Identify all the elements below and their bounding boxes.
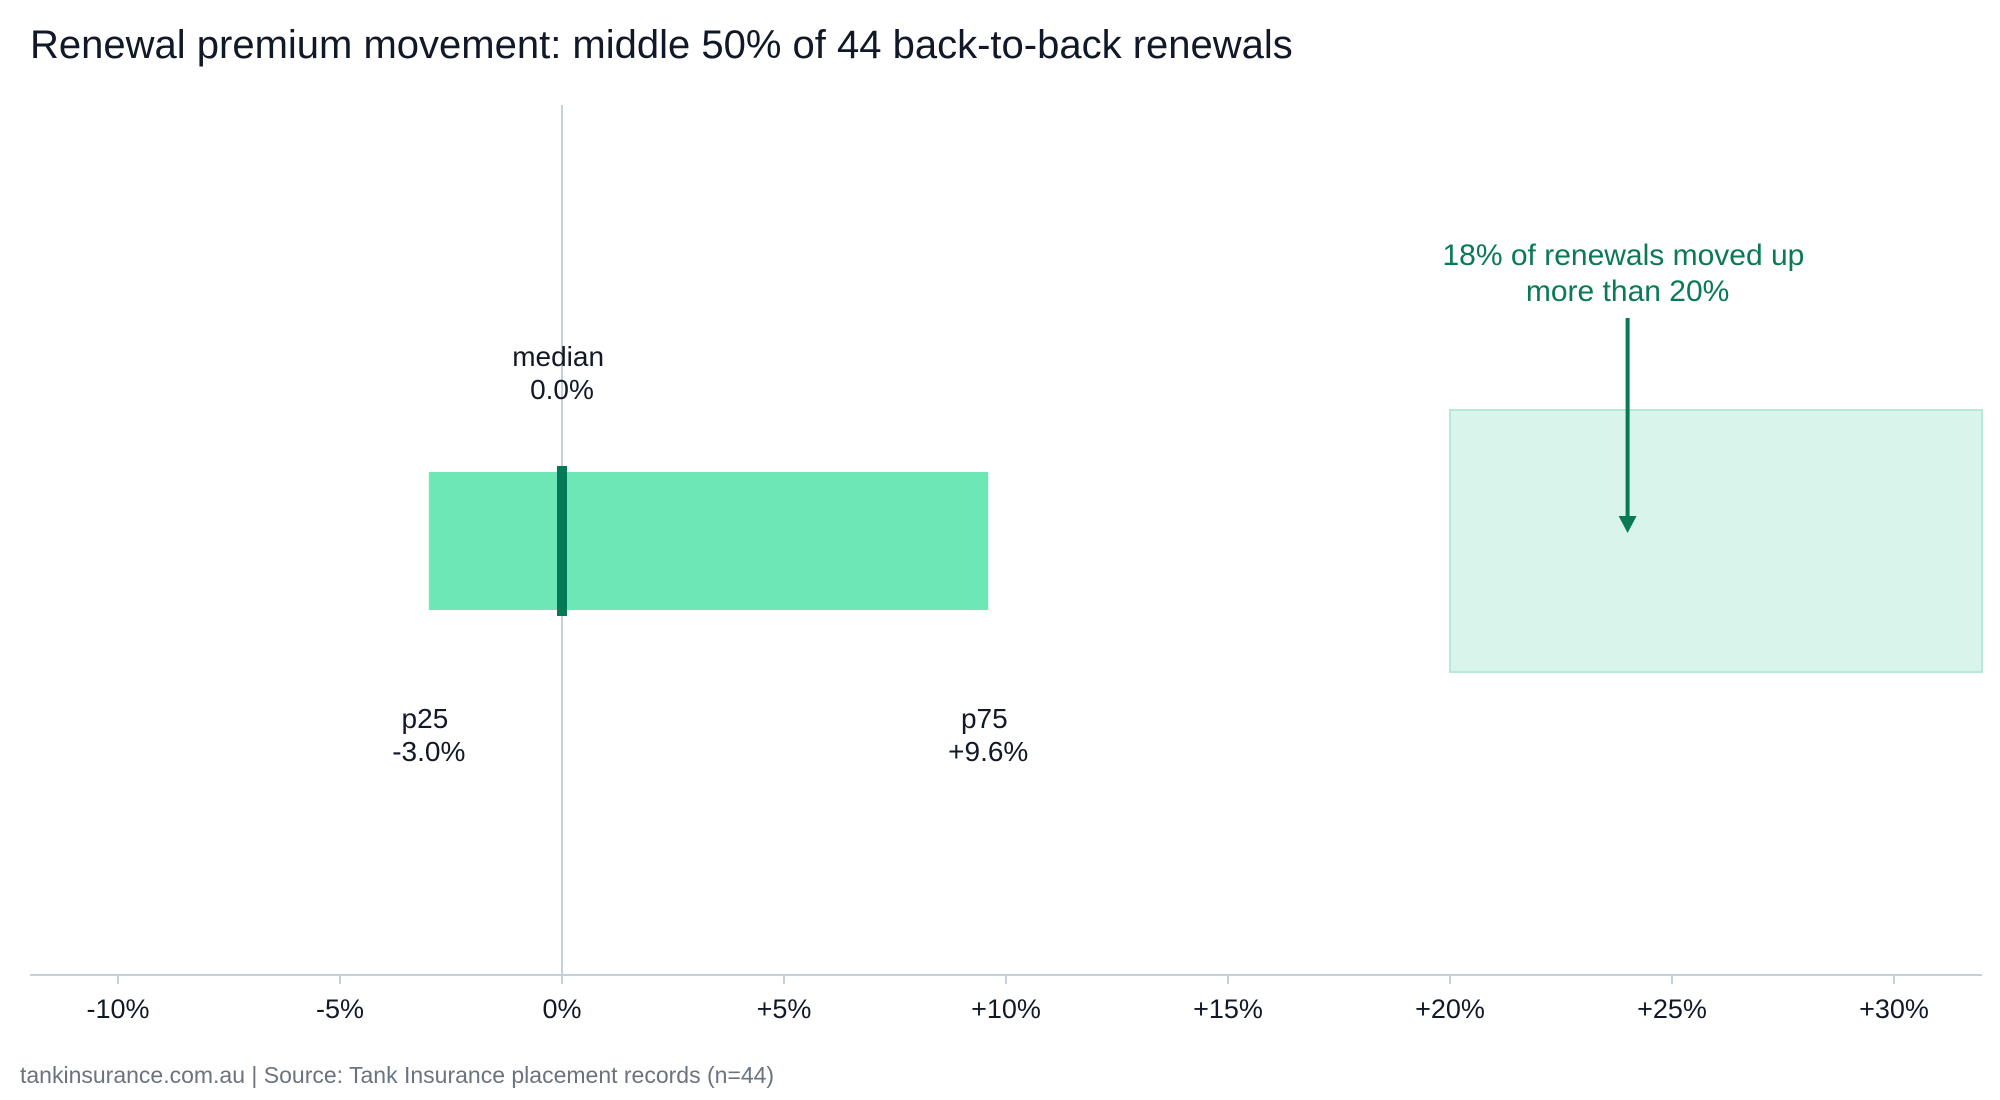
p25-label-value: -3.0% (392, 736, 465, 767)
median-label-value: 0.0% (530, 374, 594, 405)
highlight-region (1449, 409, 1983, 673)
x-axis-ticks: -10% -5% 0% +5% +10% +15% +20% +25% +30% (86, 975, 1929, 1024)
p25-label-title: p25 (402, 703, 449, 734)
median-label-title: median (512, 341, 604, 372)
median-label: median 0.0% (512, 341, 612, 405)
annotation-line-1: 18% of renewals moved up (1442, 239, 1804, 272)
annotation-line-2: more than 20% (1526, 275, 1729, 308)
x-tick-label: +30% (1859, 994, 1929, 1024)
annotation-text: 18% of renewals moved up more than 20% (1442, 239, 1812, 308)
x-tick-label: -5% (316, 994, 364, 1024)
p75-label: p75 +9.6% (948, 703, 1028, 767)
p75-label-value: +9.6% (948, 736, 1028, 767)
p25-label: p25 -3.0% (392, 703, 465, 767)
annotation-arrow-head (1618, 516, 1637, 533)
footer-source: tankinsurance.com.au | Source: Tank Insu… (20, 1062, 774, 1088)
x-tick-label: +25% (1637, 994, 1707, 1024)
x-tick-label: +5% (757, 994, 812, 1024)
x-tick-label: +20% (1415, 994, 1485, 1024)
x-tick-label: 0% (542, 994, 581, 1024)
median-mark (557, 466, 567, 616)
x-tick-label: -10% (86, 994, 149, 1024)
chart-title: Renewal premium movement: middle 50% of … (30, 23, 1293, 67)
x-tick-label: +15% (1193, 994, 1263, 1024)
p75-label-title: p75 (961, 703, 1008, 734)
iqr-bar (428, 472, 989, 610)
x-tick-label: +10% (971, 994, 1041, 1024)
